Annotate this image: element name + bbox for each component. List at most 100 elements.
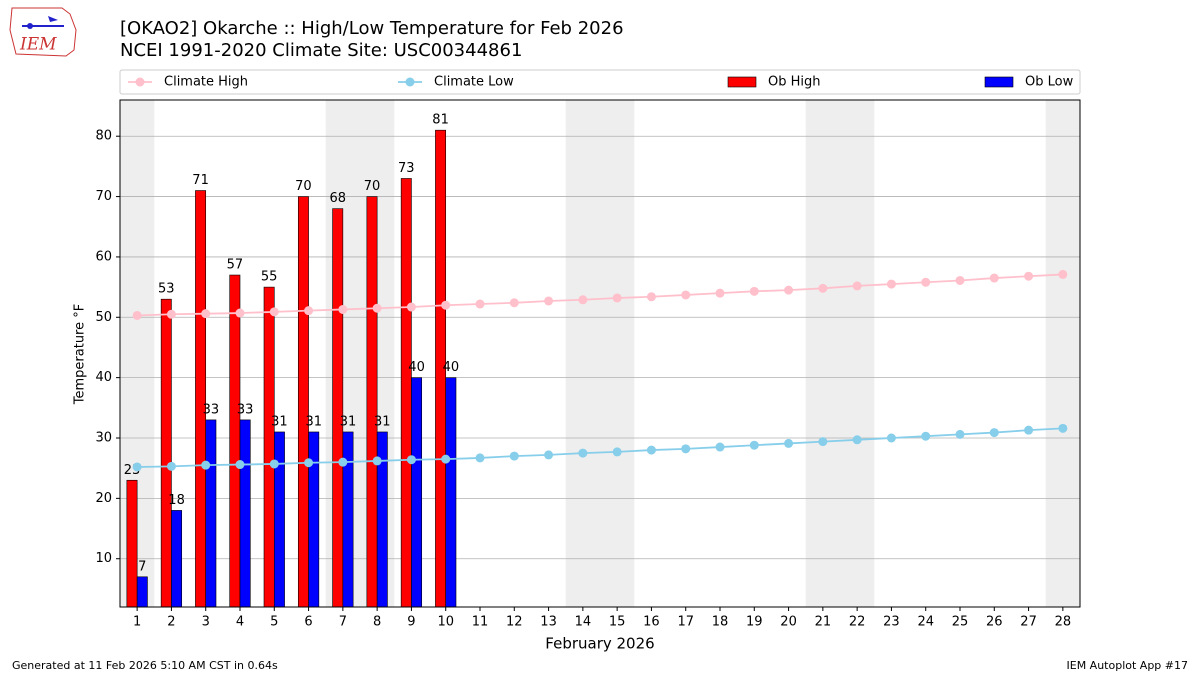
bar xyxy=(445,377,457,608)
bar xyxy=(171,510,183,608)
bar xyxy=(366,196,378,608)
value-label: 18 xyxy=(168,493,185,508)
x-tick-label: 16 xyxy=(643,615,660,630)
climate-point xyxy=(715,442,725,452)
y-tick-label: 20 xyxy=(95,491,112,506)
climate-point xyxy=(132,462,142,472)
x-tick-label: 24 xyxy=(917,615,934,630)
x-tick-label: 6 xyxy=(304,615,312,630)
climate-point xyxy=(406,302,416,312)
climate-point xyxy=(749,286,759,296)
climate-point xyxy=(818,437,828,447)
climate-point xyxy=(784,285,794,295)
climate-point xyxy=(612,293,622,303)
climate-point xyxy=(338,457,348,467)
climate-point xyxy=(1024,425,1034,435)
climate-point xyxy=(989,428,999,438)
x-tick-label: 27 xyxy=(1020,615,1037,630)
y-tick-label: 30 xyxy=(95,431,112,446)
climate-point xyxy=(132,310,142,320)
y-tick-label: 50 xyxy=(95,310,112,325)
legend-marker xyxy=(405,77,415,87)
value-label: 55 xyxy=(261,270,278,285)
x-tick-label: 2 xyxy=(167,615,175,630)
legend-label: Climate High xyxy=(164,75,248,90)
value-label: 31 xyxy=(340,414,357,429)
climate-point xyxy=(646,445,656,455)
legend-swatch xyxy=(984,76,1014,88)
footer-right: IEM Autoplot App #17 xyxy=(1067,659,1189,672)
x-tick-label: 26 xyxy=(986,615,1003,630)
climate-point xyxy=(372,303,382,313)
bar xyxy=(136,576,148,608)
value-label: 33 xyxy=(237,402,254,417)
value-label: 31 xyxy=(374,414,391,429)
y-tick-label: 10 xyxy=(95,551,112,566)
x-tick-label: 18 xyxy=(712,615,729,630)
climate-point xyxy=(235,308,245,318)
x-tick-label: 5 xyxy=(270,615,278,630)
climate-point xyxy=(955,275,965,285)
bar xyxy=(332,208,344,608)
value-label: 53 xyxy=(158,282,175,297)
x-tick-label: 10 xyxy=(437,615,454,630)
climate-point xyxy=(372,456,382,466)
x-tick-label: 4 xyxy=(236,615,244,630)
climate-point xyxy=(955,429,965,439)
value-label: 70 xyxy=(364,179,381,194)
value-label: 33 xyxy=(203,402,220,417)
y-tick-label: 80 xyxy=(95,129,112,144)
climate-point xyxy=(509,298,519,308)
climate-point xyxy=(784,438,794,448)
climate-point xyxy=(646,292,656,302)
x-tick-label: 15 xyxy=(609,615,626,630)
climate-point xyxy=(921,277,931,287)
legend-label: Ob High xyxy=(768,75,821,90)
bar xyxy=(273,431,285,608)
legend-label: Climate Low xyxy=(434,75,514,90)
x-axis-label: February 2026 xyxy=(545,635,654,653)
weekend-shade xyxy=(565,100,600,607)
weekend-shade xyxy=(805,100,840,607)
plot-frame xyxy=(119,99,1081,608)
value-label: 7 xyxy=(138,559,146,574)
x-tick-label: 9 xyxy=(407,615,415,630)
climate-point xyxy=(166,461,176,471)
climate-point xyxy=(578,448,588,458)
x-tick-label: 17 xyxy=(677,615,694,630)
x-tick-label: 23 xyxy=(883,615,900,630)
y-tick-label: 70 xyxy=(95,189,112,204)
value-label: 40 xyxy=(408,360,425,375)
climate-point xyxy=(235,460,245,470)
legend-box xyxy=(119,69,1081,95)
climate-point xyxy=(852,435,862,445)
climate-point xyxy=(886,433,896,443)
climate-point xyxy=(989,273,999,283)
bar xyxy=(239,419,251,608)
value-label: 31 xyxy=(305,414,322,429)
x-tick-label: 25 xyxy=(952,615,969,630)
x-tick-label: 28 xyxy=(1055,615,1072,630)
bar xyxy=(411,377,423,608)
climate-point xyxy=(818,283,828,293)
climate-point xyxy=(509,451,519,461)
x-tick-label: 12 xyxy=(506,615,523,630)
climate-point xyxy=(1058,269,1068,279)
value-label: 73 xyxy=(398,161,415,176)
climate-point xyxy=(681,290,691,300)
climate-point xyxy=(201,460,211,470)
climate-point xyxy=(201,309,211,319)
bar xyxy=(195,190,207,608)
climate-point xyxy=(338,304,348,314)
y-tick-label: 60 xyxy=(95,249,112,264)
climate-point xyxy=(749,440,759,450)
bar xyxy=(263,286,275,608)
climate-point xyxy=(475,453,485,463)
bar xyxy=(297,196,309,608)
climate-point xyxy=(852,281,862,291)
value-label: 68 xyxy=(329,191,346,206)
climate-point xyxy=(304,458,314,468)
climate-point xyxy=(886,279,896,289)
x-tick-label: 19 xyxy=(746,615,763,630)
